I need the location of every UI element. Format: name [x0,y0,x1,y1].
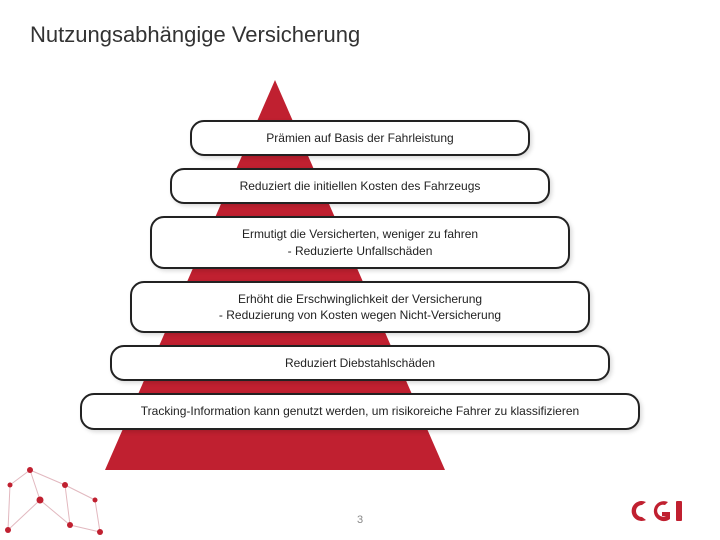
info-box: Ermutigt die Versicherten, weniger zu fa… [150,216,570,268]
info-box-stack: Prämien auf Basis der Fahrleistung Reduz… [70,120,650,430]
page-number: 3 [357,514,363,526]
info-box: Reduziert Diebstahlschäden [110,345,610,381]
info-box: Prämien auf Basis der Fahrleistung [190,120,530,156]
slide: Nutzungsabhängige Versicherung Prämien a… [0,0,720,540]
info-box: Tracking-Information kann genutzt werden… [80,393,640,429]
info-box: Reduziert die initiellen Kosten des Fahr… [170,168,550,204]
cgi-logo [628,496,692,526]
info-box: Erhöht die Erschwinglichkeit der Versich… [130,281,590,333]
slide-title: Nutzungsabhängige Versicherung [30,22,360,48]
